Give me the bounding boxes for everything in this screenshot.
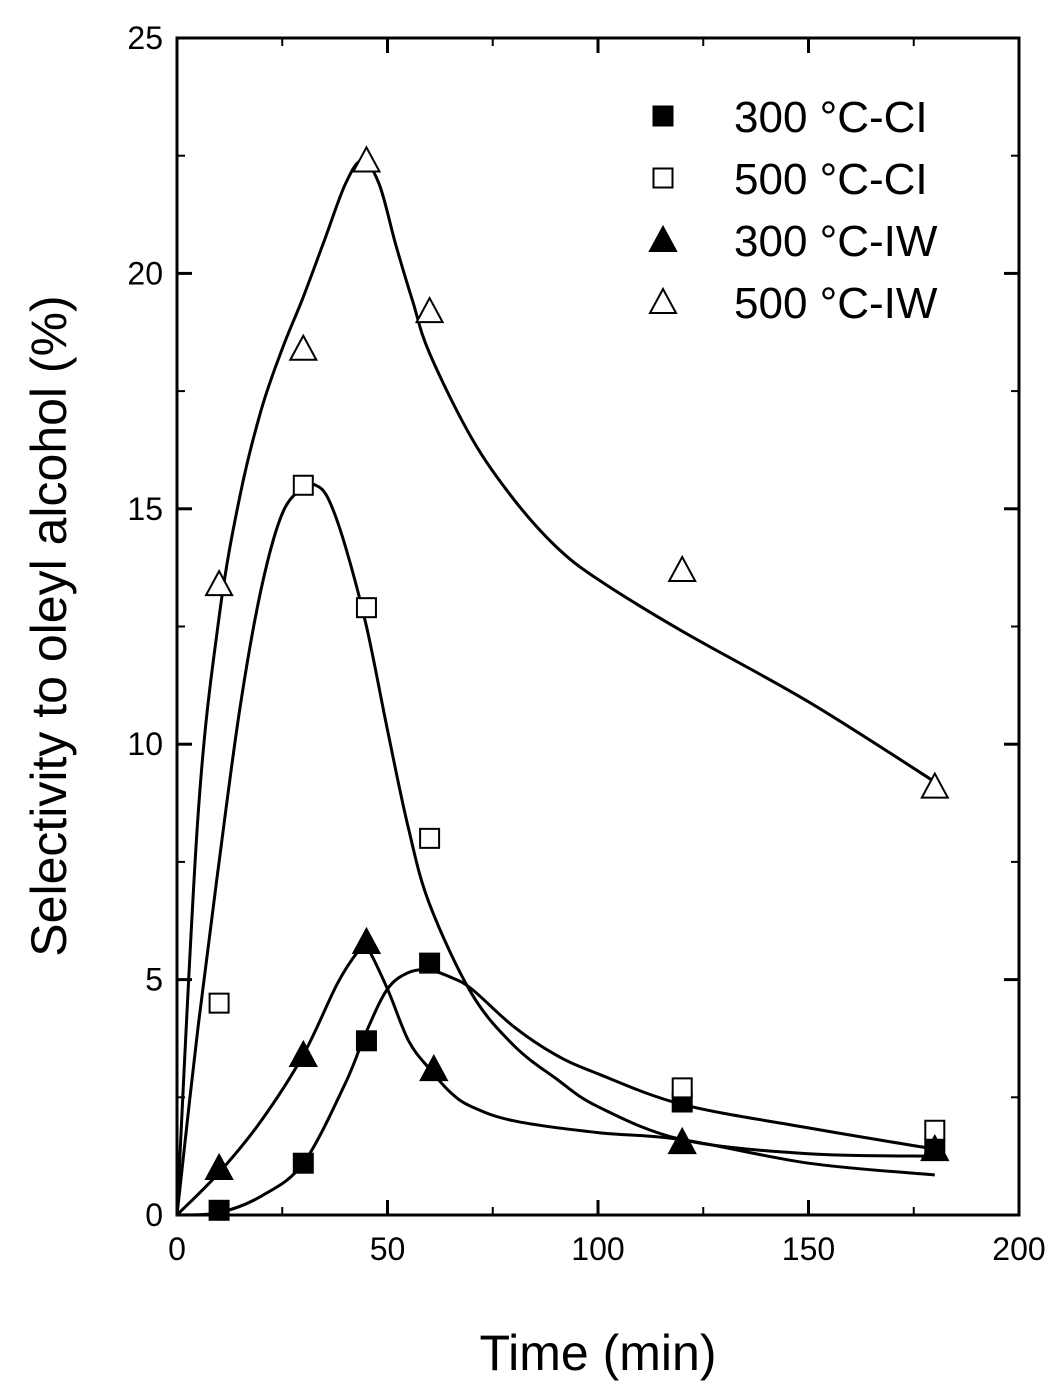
x-tick-label: 50 [370, 1231, 406, 1267]
y-axis-title: Selectivity to oleyl alcohol (%) [21, 295, 77, 956]
y-tick-label: 10 [127, 726, 163, 762]
data-point [920, 771, 950, 799]
data-point [419, 827, 441, 849]
y-tick-labels: 0 5 10 15 20 25 [127, 20, 163, 1233]
data-point [355, 597, 377, 619]
legend-label: 500 °C-CI [734, 155, 928, 204]
data-point [292, 474, 314, 496]
data-point [204, 569, 234, 597]
data-point [351, 145, 382, 173]
legend-label: 300 °C-IW [734, 217, 938, 266]
data-point [351, 926, 382, 954]
data-point [419, 952, 441, 974]
x-tick-label: 150 [782, 1231, 835, 1267]
x-tick-label: 100 [571, 1231, 624, 1267]
axis-ticks [175, 36, 1021, 1217]
data-point [667, 554, 697, 583]
data-points [204, 145, 950, 1221]
y-tick-label: 0 [145, 1197, 163, 1233]
x-tick-label: 200 [992, 1231, 1045, 1267]
legend-marker [648, 286, 678, 315]
legend-label: 300 °C-CI [734, 93, 928, 142]
legend-marker [648, 224, 678, 253]
data-point [208, 1199, 230, 1221]
data-point [208, 992, 230, 1014]
plot-frame [175, 36, 1021, 1217]
data-point [671, 1077, 693, 1099]
legend: 300 °C-CI 500 °C-CI 300 °C-IW 500 °C-IW [648, 93, 938, 328]
data-point [414, 295, 445, 324]
data-point [204, 1152, 234, 1180]
y-tick-label: 15 [127, 491, 163, 527]
data-point [667, 1126, 697, 1155]
x-axis-title: Time (min) [479, 1325, 716, 1381]
y-tick-label: 5 [145, 962, 163, 998]
data-point [355, 1030, 377, 1052]
data-point [288, 333, 318, 361]
data-point [288, 1039, 318, 1067]
fit-curve [175, 482, 935, 1216]
x-tick-label: 0 [168, 1231, 186, 1267]
legend-marker [652, 167, 674, 189]
legend-marker [652, 105, 674, 127]
legend-label: 500 °C-IW [734, 279, 938, 328]
fit-curve [176, 968, 936, 1217]
y-tick-label: 20 [127, 255, 163, 291]
data-point [920, 1133, 950, 1162]
y-tick-label: 25 [127, 20, 163, 56]
data-point [292, 1152, 314, 1174]
x-tick-labels: 0 50 100 150 200 [168, 1231, 1046, 1267]
data-point [419, 1053, 449, 1082]
